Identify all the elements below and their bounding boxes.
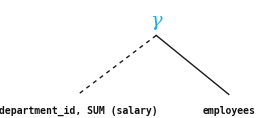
Text: γ: γ [150, 12, 162, 30]
Text: department_id, SUM (salary): department_id, SUM (salary) [0, 106, 157, 116]
Text: employees: employees [202, 106, 255, 116]
